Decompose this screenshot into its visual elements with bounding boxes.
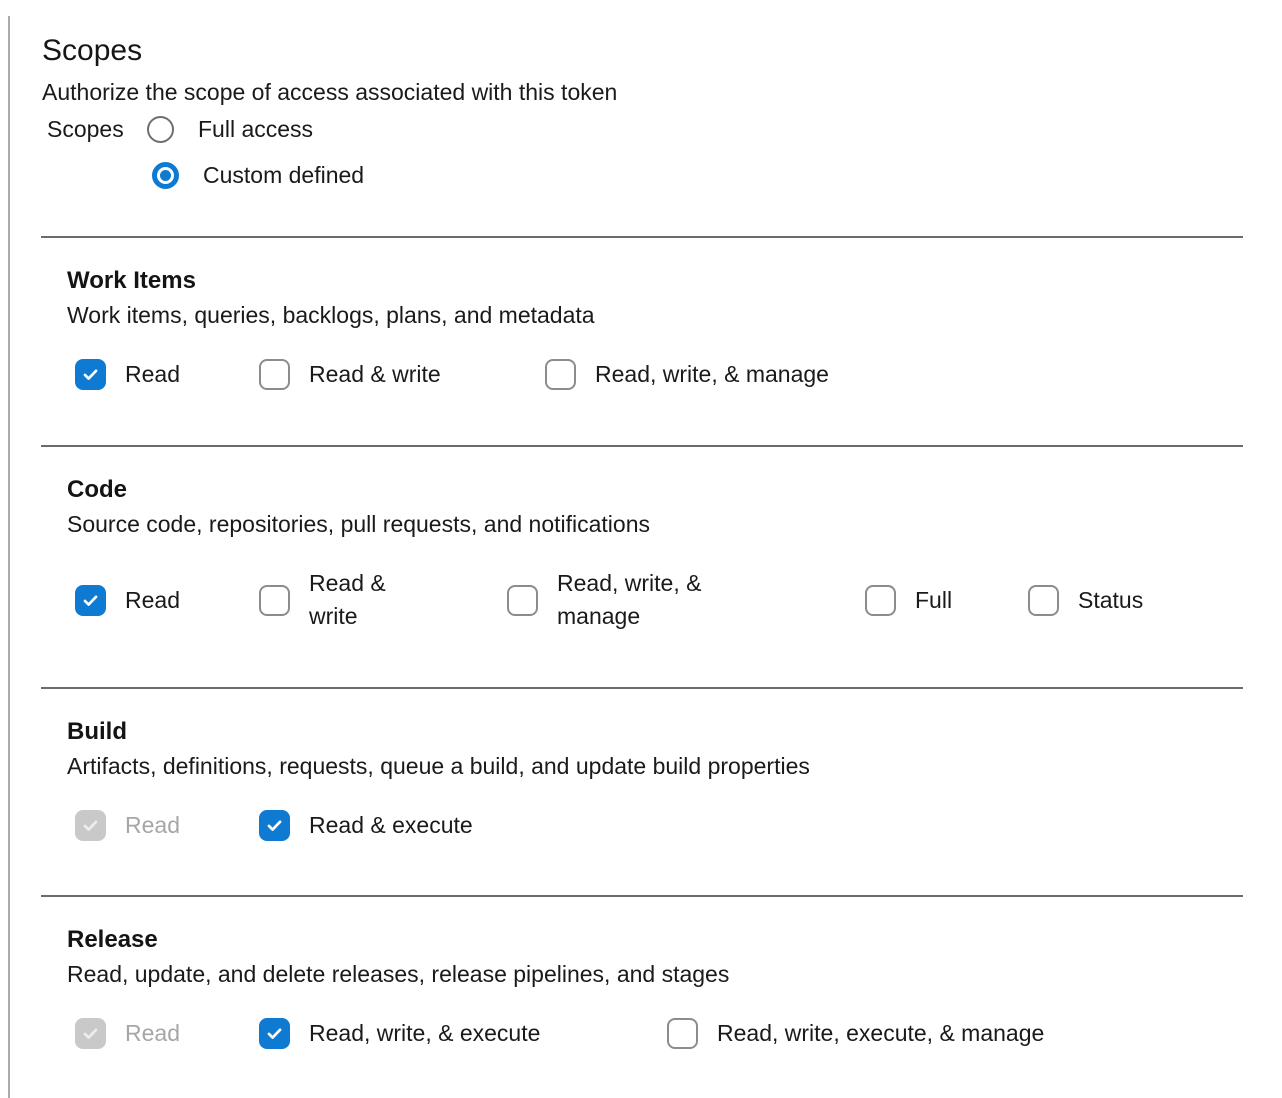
checkbox-checked[interactable] xyxy=(259,810,290,841)
checkbox-unchecked[interactable] xyxy=(507,584,538,616)
page-subtitle: Authorize the scope of access associated… xyxy=(42,79,618,105)
section-description: Work items, queries, backlogs, plans, an… xyxy=(67,302,595,328)
section-description: Artifacts, definitions, requests, queue … xyxy=(67,753,810,779)
checkbox-option-read[interactable]: Read xyxy=(75,358,259,391)
checkbox-checked-disabled xyxy=(75,1018,106,1049)
option-label: Read, write, & manage xyxy=(595,361,829,387)
checkbox-option-read[interactable]: Read xyxy=(75,584,259,617)
section-description: Read, update, and delete releases, relea… xyxy=(67,961,730,987)
checkbox-option-read-write[interactable]: Read & write xyxy=(259,567,507,633)
checkbox-unchecked[interactable] xyxy=(259,359,290,390)
checkbox-option-read-disabled: Read xyxy=(75,1017,259,1050)
option-label: Read, write, execute, & manage xyxy=(717,1020,1045,1046)
option-label: Read & execute xyxy=(309,812,473,838)
scopes-radio-group-label: Scopes xyxy=(47,115,124,142)
section-description: Source code, repositories, pull requests… xyxy=(67,511,650,537)
left-edge-divider xyxy=(8,16,10,1098)
checkbox-checked[interactable] xyxy=(259,1018,290,1049)
checkbox-unchecked[interactable] xyxy=(1028,584,1059,616)
section-heading: Release xyxy=(67,926,158,953)
checkbox-option-read-write-manage[interactable]: Read, write, & manage xyxy=(545,358,829,391)
checkmark-icon xyxy=(267,820,282,831)
checkmark-icon xyxy=(83,369,98,380)
option-label: Read, write, & execute xyxy=(309,1020,541,1046)
checkbox-unchecked[interactable] xyxy=(259,584,290,616)
checkbox-unchecked[interactable] xyxy=(865,584,896,616)
checkmark-icon xyxy=(83,820,98,831)
section-build: Build Artifacts, definitions, requests, … xyxy=(41,687,1243,895)
scopes-radio-group: Scopes Full access Custom defined xyxy=(42,113,1282,191)
option-label: Full xyxy=(915,586,953,613)
checkmark-icon xyxy=(83,595,98,606)
checkbox-option-read-write-manage[interactable]: Read, write, & manage xyxy=(507,567,865,633)
section-heading: Build xyxy=(67,718,127,745)
checkbox-option-status[interactable]: Status xyxy=(1028,584,1143,617)
section-release: Release Read, update, and delete release… xyxy=(41,895,1243,1098)
checkbox-checked[interactable] xyxy=(75,359,106,390)
checkbox-option-read-write[interactable]: Read & write xyxy=(259,358,545,391)
option-label: Read, write, & manage xyxy=(557,570,702,629)
scopes-header: Scopes Authorize the scope of access ass… xyxy=(0,0,1282,236)
radio-full-access-label[interactable]: Full access xyxy=(198,116,314,142)
checkbox-option-read-write-execute[interactable]: Read, write, & execute xyxy=(259,1017,667,1050)
code-options: Read Read & write Read, write, & manage … xyxy=(75,567,1243,633)
radio-custom-defined-label[interactable]: Custom defined xyxy=(203,162,365,188)
checkbox-option-full[interactable]: Full xyxy=(865,584,1028,617)
release-options: Read Read, write, & execute Read, write,… xyxy=(75,1017,1243,1050)
option-label: Read & write xyxy=(309,361,441,387)
checkmark-icon xyxy=(83,1028,98,1039)
checkbox-option-read-disabled: Read xyxy=(75,809,259,842)
checkbox-checked[interactable] xyxy=(75,584,106,616)
checkbox-unchecked[interactable] xyxy=(545,359,576,390)
radio-custom-defined[interactable] xyxy=(152,161,179,189)
checkbox-option-read-write-execute-manage[interactable]: Read, write, execute, & manage xyxy=(667,1017,1044,1050)
option-label: Read & write xyxy=(309,570,386,629)
section-code: Code Source code, repositories, pull req… xyxy=(41,445,1243,687)
checkmark-icon xyxy=(267,1028,282,1039)
option-label: Read xyxy=(125,1020,180,1046)
section-heading: Code xyxy=(67,476,127,503)
section-heading: Work Items xyxy=(67,267,196,294)
work-items-options: Read Read & write Read, write, & manage xyxy=(75,358,1243,391)
checkbox-unchecked[interactable] xyxy=(667,1018,698,1049)
build-options: Read Read & execute xyxy=(75,809,1243,842)
checkbox-checked-disabled xyxy=(75,810,106,841)
option-label: Read xyxy=(125,361,180,387)
page-title: Scopes xyxy=(42,34,143,67)
option-label: Read xyxy=(125,812,180,838)
checkbox-option-read-execute[interactable]: Read & execute xyxy=(259,809,473,842)
option-label: Status xyxy=(1078,586,1144,613)
section-work-items: Work Items Work items, queries, backlogs… xyxy=(41,236,1243,445)
radio-full-access[interactable] xyxy=(147,115,174,143)
option-label: Read xyxy=(125,586,180,613)
